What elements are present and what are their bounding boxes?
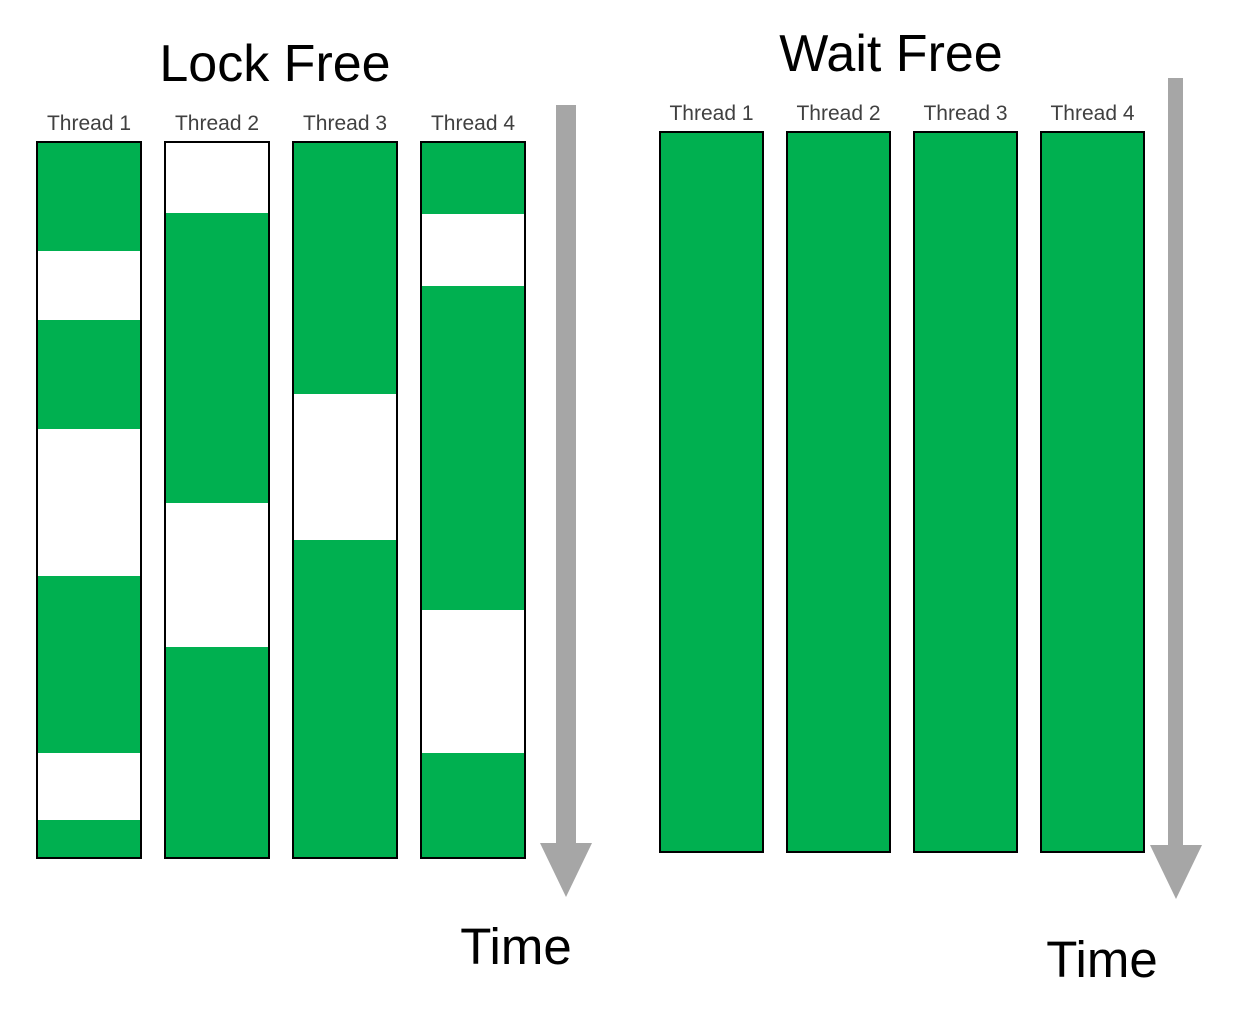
idle-segment bbox=[38, 429, 140, 576]
thread-timeline-bar bbox=[36, 141, 142, 859]
running-segment bbox=[422, 143, 524, 215]
running-segment bbox=[422, 752, 524, 857]
running-segment bbox=[661, 133, 762, 851]
idle-segment bbox=[166, 143, 268, 214]
idle-segment bbox=[422, 609, 524, 753]
thread-timeline-bar bbox=[292, 141, 398, 859]
time-label-right: Time bbox=[1046, 931, 1158, 988]
idle-segment bbox=[38, 752, 140, 821]
idle-segment bbox=[294, 394, 396, 540]
running-segment bbox=[1042, 133, 1143, 851]
running-segment bbox=[166, 646, 268, 857]
thread-label: Thread 2 bbox=[174, 112, 260, 135]
thread-label: Thread 1 bbox=[46, 112, 132, 135]
thread-column: Thread 4 bbox=[1040, 95, 1145, 853]
thread-label: Thread 3 bbox=[923, 102, 1008, 125]
wait-free-thread-columns: Thread 1 Thread 2 Thread 3 Thread 4 bbox=[659, 95, 1145, 853]
idle-segment bbox=[38, 251, 140, 321]
time-label-left: Time bbox=[460, 918, 572, 975]
running-segment bbox=[915, 133, 1016, 851]
thread-timeline-bar bbox=[913, 131, 1018, 853]
running-segment bbox=[294, 539, 396, 857]
lock-free-thread-columns: Thread 1 Thread 2 Thread 3 Thread 4 bbox=[36, 105, 526, 859]
time-arrow-shaft-right bbox=[1168, 78, 1183, 845]
thread-timeline-bar bbox=[786, 131, 891, 853]
running-segment bbox=[38, 320, 140, 430]
thread-timeline-bar bbox=[1040, 131, 1145, 853]
thread-label: Thread 3 bbox=[302, 112, 388, 135]
thread-label: Thread 4 bbox=[1050, 102, 1135, 125]
running-segment bbox=[38, 820, 140, 857]
running-segment bbox=[788, 133, 889, 851]
lock-free-title: Lock Free bbox=[159, 35, 391, 93]
wait-free-title: Wait Free bbox=[779, 25, 1003, 83]
time-arrow-shaft-left bbox=[556, 105, 576, 843]
idle-segment bbox=[422, 214, 524, 287]
thread-label: Thread 1 bbox=[669, 102, 754, 125]
idle-segment bbox=[166, 502, 268, 647]
thread-label: Thread 4 bbox=[430, 112, 516, 135]
running-segment bbox=[38, 575, 140, 753]
thread-label: Thread 2 bbox=[796, 102, 881, 125]
running-segment bbox=[422, 286, 524, 610]
time-arrow-head-left bbox=[540, 843, 592, 897]
thread-column: Thread 2 bbox=[786, 95, 891, 853]
thread-column: Thread 4 bbox=[420, 105, 526, 859]
thread-column: Thread 1 bbox=[659, 95, 764, 853]
thread-timeline-bar bbox=[164, 141, 270, 859]
running-segment bbox=[38, 143, 140, 252]
running-segment bbox=[294, 143, 396, 395]
time-arrow-head-right bbox=[1150, 845, 1202, 899]
running-segment bbox=[166, 213, 268, 503]
thread-column: Thread 1 bbox=[36, 105, 142, 859]
thread-timeline-bar bbox=[659, 131, 764, 853]
thread-column: Thread 3 bbox=[292, 105, 398, 859]
thread-column: Thread 2 bbox=[164, 105, 270, 859]
thread-timeline-bar bbox=[420, 141, 526, 859]
thread-column: Thread 3 bbox=[913, 95, 1018, 853]
